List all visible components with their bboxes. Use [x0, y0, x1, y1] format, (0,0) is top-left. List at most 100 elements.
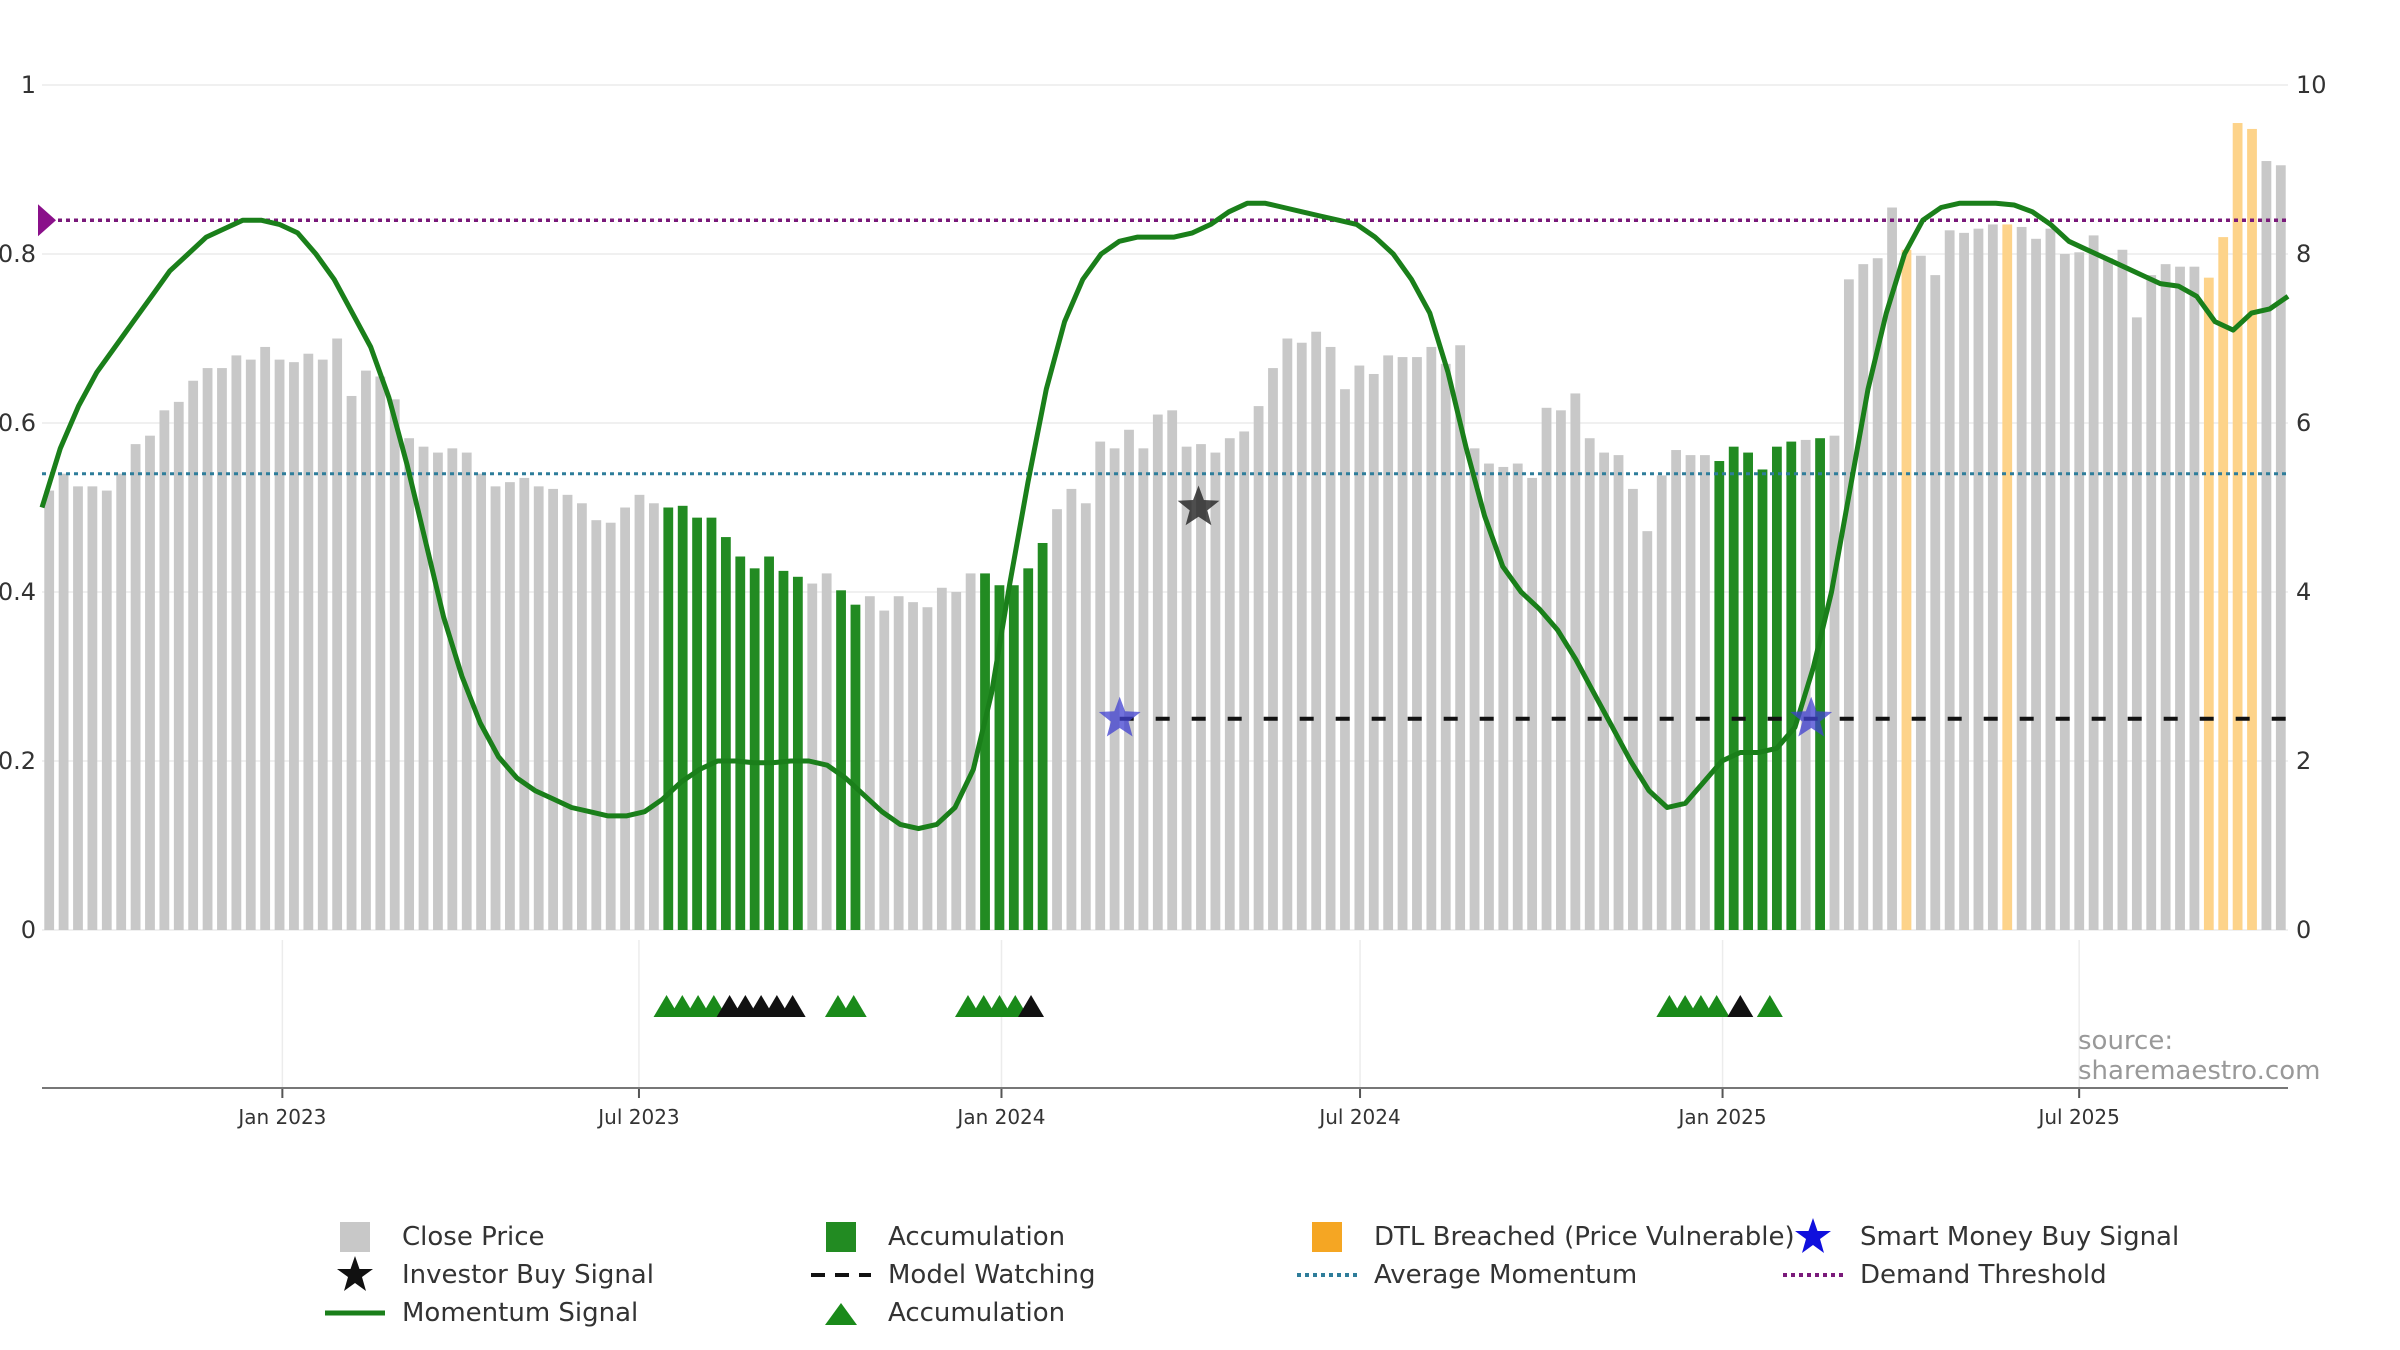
- close-price-bar: [2261, 161, 2272, 931]
- close-price-bar: [1527, 477, 1538, 930]
- accumulation-bar: [692, 517, 702, 930]
- close-price-bar: [1109, 448, 1120, 930]
- close-price-bar: [188, 380, 199, 930]
- close-price-bar: [505, 482, 515, 930]
- accumulation-bar: [980, 573, 990, 930]
- accumulation-triangle-black: [1018, 995, 1045, 1017]
- close-price-bar: [1268, 368, 1278, 930]
- close-price-bar: [1930, 275, 1941, 930]
- close-price-bar: [1498, 466, 1509, 930]
- right-tick-label: 0: [2296, 916, 2311, 944]
- close-price-bar: [634, 494, 645, 930]
- close-price-bar: [1541, 407, 1552, 930]
- dotted-line-blue-icon: [1297, 1273, 1357, 1277]
- close-price-bar: [951, 592, 962, 930]
- close-price-bar: [1685, 455, 1696, 930]
- close-price-bar: [620, 507, 630, 930]
- close-price-bar: [821, 573, 832, 930]
- close-price-bar: [1253, 406, 1264, 931]
- investor-star-icon: [337, 1256, 373, 1291]
- accumulation-bar: [1714, 461, 1725, 930]
- close-price-bar: [1196, 444, 1206, 930]
- close-price-bar: [2016, 226, 2027, 930]
- close-price-bar: [879, 610, 890, 930]
- close-price-bar: [1556, 410, 1566, 930]
- green-triangle-icon: [825, 1303, 857, 1325]
- dotted-line-purple-icon: [1783, 1273, 1843, 1277]
- close-price-bar: [217, 368, 227, 930]
- close-price-bar: [1484, 463, 1494, 930]
- smart-money-buy-star: [1098, 696, 1141, 737]
- close-price-bar: [1987, 224, 1998, 931]
- dtl-breached-bar: [1901, 249, 1912, 930]
- accumulation-bar: [735, 556, 746, 930]
- close-price-bar: [2189, 266, 2200, 930]
- close-price-bar: [605, 522, 616, 930]
- legend-item-dtl-breached: DTL Breached (Price Vulnerable): [1292, 1219, 1795, 1255]
- accumulation-bar: [1815, 438, 1825, 930]
- x-tick-label: Jul 2024: [1317, 1105, 1400, 1129]
- close-price-bar: [936, 587, 947, 930]
- close-price-bar: [1671, 450, 1682, 930]
- close-price-bar: [1858, 264, 1869, 930]
- accumulation-bar: [994, 585, 1005, 930]
- close-price-bar: [418, 446, 429, 930]
- close-price-bar: [1181, 446, 1192, 930]
- close-price-bar: [1210, 452, 1221, 930]
- dtl-swatch-icon: [1312, 1222, 1342, 1252]
- accumulation-bar: [764, 556, 774, 930]
- close-price-bar: [1354, 365, 1365, 930]
- close-price-bar: [1239, 431, 1250, 930]
- close-price-bar: [2103, 258, 2113, 931]
- close-price-bar: [577, 503, 587, 930]
- legend-item-momentum-signal: Momentum Signal: [320, 1295, 638, 1331]
- close-price-bar: [893, 596, 904, 930]
- close-price-bar: [1843, 279, 1854, 931]
- x-tick-label: Jan 2024: [955, 1105, 1045, 1129]
- accumulation-bar: [1786, 441, 1797, 930]
- close-price-bar: [202, 368, 213, 930]
- close-price-bar: [1915, 255, 1926, 930]
- close-price-bar: [2175, 266, 2185, 930]
- legend-item-average-momentum: Average Momentum: [1292, 1257, 1637, 1293]
- close-price-bar: [807, 583, 818, 930]
- accumulation-triangle-green: [1703, 995, 1730, 1017]
- close-price-bar: [1440, 363, 1451, 931]
- legend-label: Close Price: [402, 1222, 545, 1252]
- close-price-bar: [562, 494, 573, 930]
- close-price-bar: [591, 520, 602, 930]
- close-price-bar: [2117, 249, 2128, 930]
- solid-line-green-icon: [325, 1310, 385, 1316]
- x-tick-label: Jul 2025: [2036, 1105, 2119, 1129]
- accumulation-swatch-icon: [826, 1222, 856, 1252]
- close-price-bar: [1095, 441, 1106, 930]
- close-price-bar: [231, 355, 242, 930]
- dtl-breached-bar: [2203, 277, 2214, 930]
- close-price-bar: [1469, 448, 1480, 930]
- close-price-bar: [1325, 346, 1336, 930]
- accumulation-triangle-green: [1756, 995, 1783, 1017]
- close-price-bar: [922, 607, 933, 930]
- close-price-bar: [1138, 448, 1149, 930]
- close-price-bar: [2031, 238, 2041, 931]
- close-price-bar: [1426, 346, 1437, 930]
- close-price-bar: [260, 346, 271, 930]
- accumulation-bar: [663, 507, 674, 930]
- left-tick-label: 1: [21, 71, 36, 99]
- right-tick-label: 6: [2296, 409, 2311, 437]
- legend-item-demand-threshold: Demand Threshold: [1778, 1257, 2107, 1293]
- close-price-bar: [433, 452, 443, 930]
- close-price-bar: [1959, 232, 1969, 930]
- x-tick-label: Jan 2023: [236, 1105, 326, 1129]
- right-tick-label: 10: [2296, 71, 2327, 99]
- legend-item-investor-buy: Investor Buy Signal: [320, 1256, 654, 1293]
- close-price-bar: [447, 448, 458, 930]
- close-price-bar: [1872, 258, 1883, 931]
- accumulation-bar: [749, 568, 760, 930]
- accumulation-bar: [677, 505, 688, 930]
- close-price-swatch-icon: [340, 1222, 370, 1252]
- close-price-bar: [1412, 357, 1422, 931]
- close-price-bar: [173, 401, 184, 930]
- left-tick-label: 0.8: [0, 240, 36, 268]
